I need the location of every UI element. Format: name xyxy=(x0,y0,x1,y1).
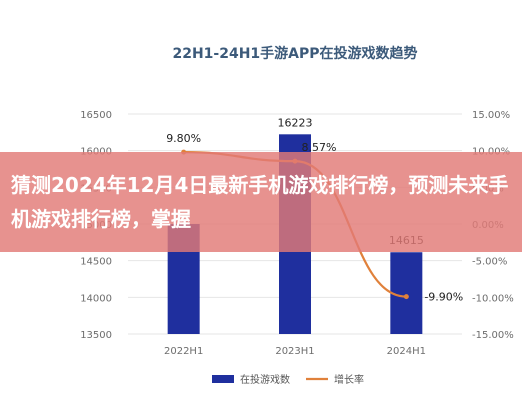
right-tick-label: 15.00% xyxy=(472,110,510,121)
line-data-label: -9.90% xyxy=(424,291,463,304)
left-tick-label: 14500 xyxy=(80,257,112,268)
left-tick-label: 14000 xyxy=(80,293,112,304)
legend-line-label: 增长率 xyxy=(334,373,364,386)
right-tick-label: -10.00% xyxy=(472,293,514,304)
x-tick-label: 2024H1 xyxy=(387,346,426,357)
line-data-label: 9.80% xyxy=(166,132,201,145)
legend: 在投游戏数 增长率 xyxy=(212,373,364,386)
overlay-banner: 猜测2024年12月4日最新手机游戏排行榜，预测未来手机游戏排行榜，掌握 xyxy=(0,152,522,252)
legend-bar-swatch xyxy=(212,375,234,383)
line-point xyxy=(403,294,409,300)
chart-title: 22H1-24H1手游APP在投游戏数趋势 xyxy=(172,45,417,62)
bar xyxy=(390,252,423,334)
x-tick-label: 2023H1 xyxy=(275,346,314,357)
right-tick-label: -15.00% xyxy=(472,330,514,341)
left-tick-label: 13500 xyxy=(80,330,112,341)
right-tick-label: -5.00% xyxy=(472,257,507,268)
x-axis-ticks: 2022H1 2023H1 2024H1 xyxy=(164,346,426,357)
banner-text: 猜测2024年12月4日最新手机游戏排行榜，预测未来手机游戏排行榜，掌握 xyxy=(11,173,509,231)
left-tick-label: 16500 xyxy=(80,110,112,121)
legend-bar-label: 在投游戏数 xyxy=(240,373,290,386)
x-tick-label: 2022H1 xyxy=(164,346,203,357)
bar-data-label: 16223 xyxy=(278,116,313,129)
line-data-label: 8.57% xyxy=(302,141,337,154)
